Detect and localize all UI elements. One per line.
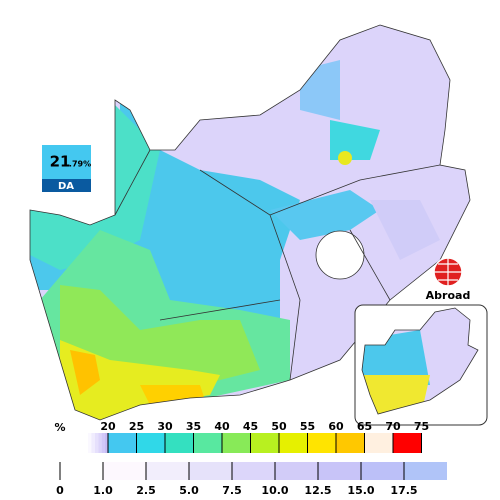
badge [42, 145, 91, 179]
legend-label: 45 [243, 420, 258, 433]
legend-label: 12.5 [304, 484, 331, 497]
legend-swatch [361, 462, 404, 480]
legend-swatch [88, 433, 92, 453]
legend-label: 65 [357, 420, 372, 433]
legend-label: 50 [271, 420, 287, 433]
legend-swatch [404, 462, 447, 480]
legend-swatch [103, 462, 146, 480]
legend-swatch [193, 433, 222, 453]
legend: % 20 25 30 35 40 45 50 55 60 65 70 75 0 1.0 2.5 5.0 7.5 1… [54, 420, 447, 497]
legend-swatch [393, 433, 422, 453]
legend-label: 60 [328, 420, 344, 433]
lesotho [315, 230, 365, 280]
legend-swatch [222, 433, 251, 453]
legend-swatch [318, 462, 361, 480]
legend-label: 55 [300, 420, 315, 433]
legend-swatch [91, 433, 95, 453]
legend-swatch [108, 433, 137, 453]
legend-label: 0 [56, 484, 64, 497]
legend-label: 7.5 [222, 484, 242, 497]
legend-label: 10.0 [261, 484, 288, 497]
legend-label: 75 [414, 420, 429, 433]
legend-unit: % [54, 421, 65, 434]
legend-swatch [336, 433, 365, 453]
badge-decimal: .79% [69, 160, 91, 169]
legend-swatch [136, 433, 165, 453]
legend-label: 5.0 [179, 484, 199, 497]
legend-swatch [232, 462, 275, 480]
legend-label: 2.5 [136, 484, 156, 497]
outline [29, 24, 471, 421]
legend-swatch [307, 433, 336, 453]
legend-swatch [94, 433, 99, 453]
legend-label: 35 [186, 420, 201, 433]
legend-swatch [189, 462, 232, 480]
legend-label: 1.0 [93, 484, 113, 497]
legend-swatch [60, 462, 103, 480]
legend-swatch [275, 462, 318, 480]
legend-label: 17.5 [390, 484, 417, 497]
abroad-label: Abroad [426, 289, 471, 302]
province-borders [114, 149, 441, 381]
badge-value: 21 [50, 153, 71, 171]
legend-swatch [250, 433, 279, 453]
legend-label: 20 [100, 420, 116, 433]
legend-swatch [165, 433, 194, 453]
legend-label: 15.0 [347, 484, 374, 497]
legend-swatch [98, 433, 102, 453]
legend-swatch [146, 462, 189, 480]
legend-swatch [364, 433, 393, 453]
legend-swatch [279, 433, 308, 453]
party: DA [58, 181, 74, 192]
legend-swatch [101, 433, 105, 453]
badge-bar [42, 179, 91, 192]
legend-label: 70 [385, 420, 401, 433]
legend-label: 30 [157, 420, 173, 433]
legend-label: 25 [129, 420, 144, 433]
legend-label: 40 [214, 420, 230, 433]
legend-swatch [105, 433, 109, 453]
